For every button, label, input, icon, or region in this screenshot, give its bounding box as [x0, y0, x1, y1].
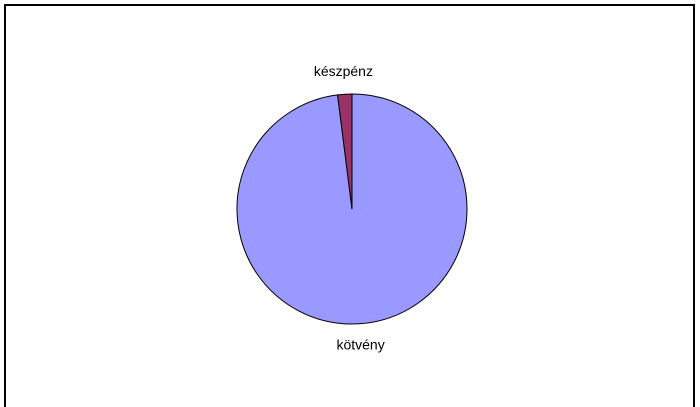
- slice-label: kötvény: [336, 336, 384, 352]
- slice-label: készpénz: [314, 63, 373, 79]
- pie-slice: [337, 93, 353, 210]
